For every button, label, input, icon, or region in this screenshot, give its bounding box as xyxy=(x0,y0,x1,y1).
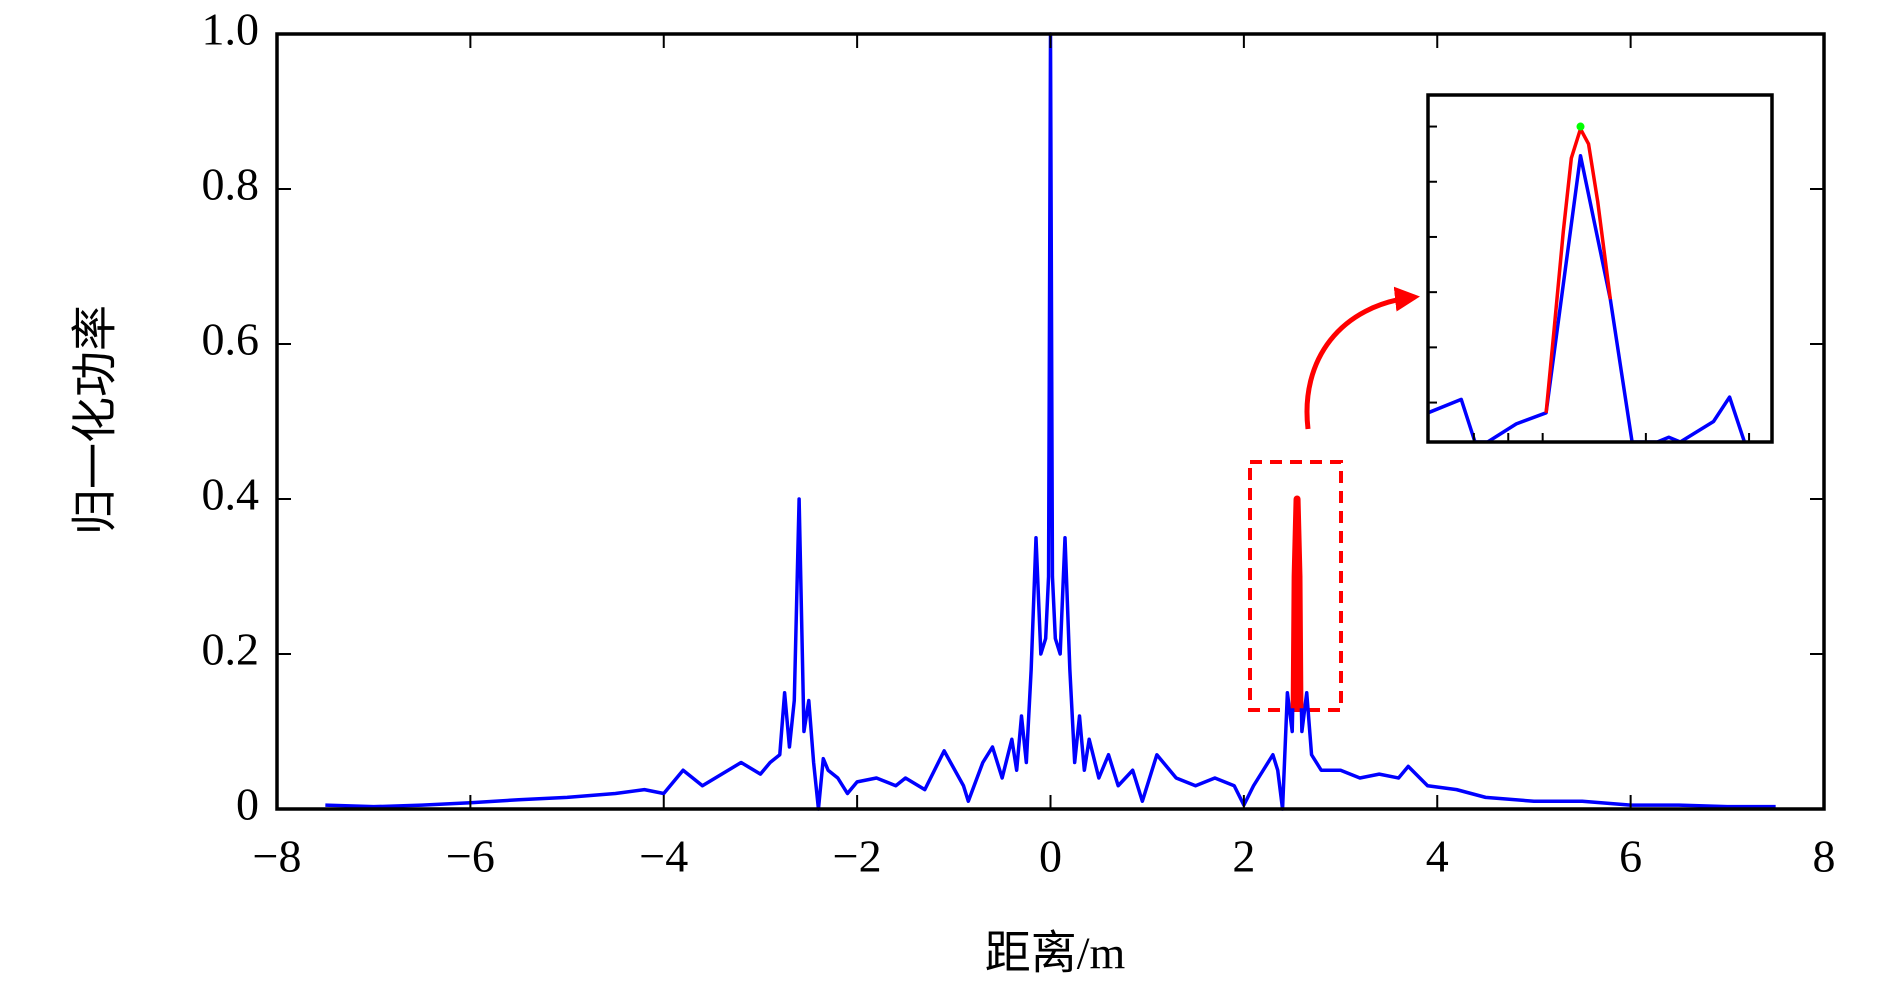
x-tick-label: −8 xyxy=(253,831,302,882)
peak-point xyxy=(1576,122,1585,131)
x-tick-label: 0 xyxy=(1039,831,1062,882)
y-tick-label: 1.0 xyxy=(202,4,260,55)
x-tick-label: −4 xyxy=(639,831,688,882)
y-axis-label: 归一化功率 xyxy=(70,305,121,535)
axes-frame xyxy=(1426,93,1774,444)
plot-area xyxy=(325,32,1776,811)
zoom-box xyxy=(1248,460,1343,712)
x-tick-label: −6 xyxy=(446,831,495,882)
x-tick-label: 4 xyxy=(1426,831,1449,882)
y-tick-label: 0.2 xyxy=(202,624,260,675)
zoom-arrow xyxy=(1304,286,1420,430)
data-line xyxy=(1544,127,1613,413)
y-tick-label: 0.6 xyxy=(202,314,260,365)
x-tick-label: 8 xyxy=(1813,831,1836,882)
x-tick-label: −2 xyxy=(833,831,882,882)
y-tick-label: 0.4 xyxy=(202,469,260,520)
data-line xyxy=(1428,153,1747,442)
inset-background xyxy=(1428,95,1772,442)
data-line xyxy=(325,32,1776,811)
plot-area xyxy=(1428,122,1747,442)
x-tick-label: 6 xyxy=(1619,831,1642,882)
x-tick-label: 2 xyxy=(1232,831,1255,882)
y-tick-label: 0.8 xyxy=(202,159,260,210)
y-tick-label: 0 xyxy=(236,779,259,830)
x-axis-label: 距离/m xyxy=(985,928,1126,979)
data-line xyxy=(1290,495,1304,709)
